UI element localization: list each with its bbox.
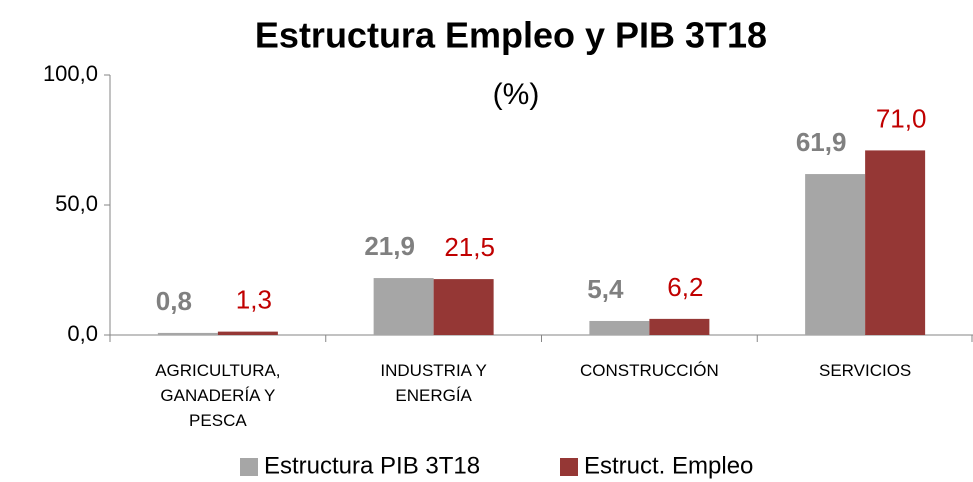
bar xyxy=(157,332,218,335)
bar xyxy=(433,279,494,335)
legend-label: Estructura PIB 3T18 xyxy=(264,452,480,479)
value-label: 61,9 xyxy=(796,127,847,157)
value-label: 21,9 xyxy=(364,231,415,261)
x-tick-label: AGRICULTURA, GANADERÍA Y PESCA xyxy=(155,361,281,430)
value-label: 6,2 xyxy=(667,272,703,302)
y-tick-label: 100,0 xyxy=(43,61,98,86)
value-label: 5,4 xyxy=(587,274,624,304)
value-label: 21,5 xyxy=(444,232,495,262)
chart-title: Estructura Empleo y PIB 3T18 xyxy=(255,15,767,56)
legend-swatch xyxy=(240,458,258,476)
value-label: 71,0 xyxy=(876,103,927,133)
value-label: 1,3 xyxy=(236,284,272,314)
bar xyxy=(865,150,926,335)
bar xyxy=(217,331,278,335)
x-tick-label: SERVICIOS xyxy=(818,361,912,380)
chart-subtitle: (%) xyxy=(493,78,540,111)
bar xyxy=(649,318,710,335)
value-label: 0,8 xyxy=(156,286,192,316)
legend-label: Estruct. Empleo xyxy=(584,452,753,479)
bar xyxy=(589,320,650,335)
x-tick-label: INDUSTRIA Y ENERGÍA xyxy=(380,361,487,405)
bar xyxy=(373,278,434,335)
y-tick-label: 0,0 xyxy=(67,321,98,346)
y-tick-label: 50,0 xyxy=(55,191,98,216)
bar xyxy=(805,174,866,335)
x-tick-label: CONSTRUCCIÓN xyxy=(579,361,719,380)
legend-swatch xyxy=(560,458,578,476)
